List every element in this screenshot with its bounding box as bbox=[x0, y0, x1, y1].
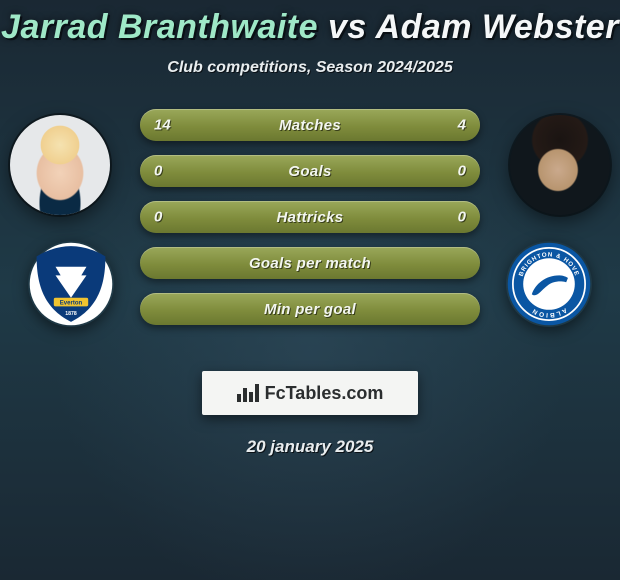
player2-face-placeholder bbox=[510, 115, 610, 215]
player2-club-crest: BRIGHTON & HOVE ALBION bbox=[506, 241, 592, 327]
stat-right-value: 0 bbox=[458, 209, 466, 226]
title-player2: Adam Webster bbox=[376, 8, 619, 46]
subtitle: Club competitions, Season 2024/2025 bbox=[0, 59, 620, 77]
stat-left-value: 14 bbox=[154, 117, 171, 134]
title-player1: Jarrad Branthwaite bbox=[1, 8, 318, 46]
stat-label: Matches bbox=[279, 117, 341, 134]
comparison-card: Jarrad Branthwaite vs Adam Webster Club … bbox=[0, 0, 620, 580]
player1-club-crest: Everton 1878 bbox=[28, 241, 114, 327]
bar-chart-icon bbox=[237, 384, 259, 402]
title-vs: vs bbox=[328, 8, 367, 46]
stat-label: Goals per match bbox=[249, 255, 371, 272]
player2-avatar bbox=[510, 115, 610, 215]
brand-text: FcTables.com bbox=[265, 383, 384, 404]
svg-text:1878: 1878 bbox=[65, 311, 77, 317]
everton-crest-icon: Everton 1878 bbox=[28, 241, 114, 327]
stat-row-min-per-goal: Min per goal bbox=[140, 293, 480, 325]
stat-row-hattricks: 0 Hattricks 0 bbox=[140, 201, 480, 233]
stat-right-value: 0 bbox=[458, 163, 466, 180]
stat-row-goals-per-match: Goals per match bbox=[140, 247, 480, 279]
page-title: Jarrad Branthwaite vs Adam Webster bbox=[0, 0, 620, 47]
svg-text:Everton: Everton bbox=[60, 301, 83, 307]
stat-bars: 14 Matches 4 0 Goals 0 0 Hattricks 0 Goa… bbox=[140, 109, 480, 325]
stat-row-matches: 14 Matches 4 bbox=[140, 109, 480, 141]
brand-box: FcTables.com bbox=[202, 371, 418, 415]
player1-avatar bbox=[10, 115, 110, 215]
stat-label: Goals bbox=[288, 163, 331, 180]
brighton-crest-icon: BRIGHTON & HOVE ALBION bbox=[506, 241, 592, 327]
stat-label: Min per goal bbox=[264, 301, 356, 318]
stat-left-value: 0 bbox=[154, 163, 162, 180]
stat-label: Hattricks bbox=[277, 209, 344, 226]
date-text: 20 january 2025 bbox=[0, 437, 620, 457]
stat-right-value: 4 bbox=[458, 117, 466, 134]
player1-face-placeholder bbox=[10, 115, 110, 215]
stat-left-value: 0 bbox=[154, 209, 162, 226]
comparison-stage: Everton 1878 BRIGHTON & HOVE ALBION bbox=[0, 105, 620, 365]
stat-row-goals: 0 Goals 0 bbox=[140, 155, 480, 187]
